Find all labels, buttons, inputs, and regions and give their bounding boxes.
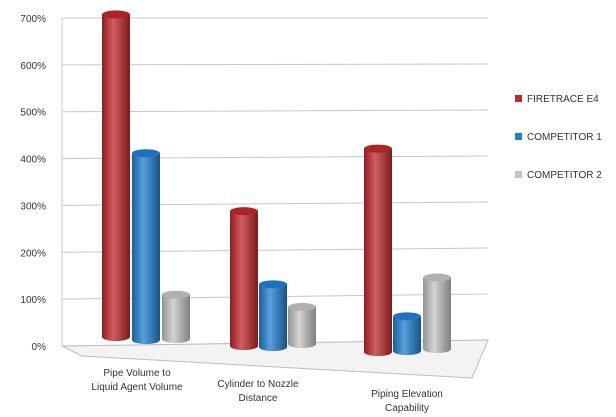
bar [423, 273, 451, 353]
legend-item: COMPETITOR 2 [515, 170, 602, 181]
bar [102, 10, 130, 341]
bar [132, 149, 160, 344]
legend-label: COMPETITOR 2 [527, 170, 602, 181]
bar [162, 290, 190, 343]
legend-swatch [515, 133, 522, 140]
bars [102, 10, 451, 356]
y-tick-label: 200% [20, 248, 46, 259]
y-axis: 0% 100% 200% 300% 400% 500% 600% 700% [20, 14, 46, 353]
y-tick-label: 100% [20, 295, 46, 306]
gridline [61, 109, 489, 113]
x-axis: Pipe Volume to Liquid Agent Volume Cylinde… [91, 368, 442, 414]
axis-depth-line [61, 345, 83, 357]
legend-label: FIRETRACE E4 [527, 94, 599, 105]
y-tick-label: 700% [20, 14, 46, 25]
bar [288, 302, 316, 348]
x-tick-label: Piping Elevation Capability [371, 389, 443, 414]
y-tick-label: 400% [20, 155, 46, 166]
y-tick-label: 0% [32, 342, 47, 353]
legend-label: COMPETITOR 1 [527, 132, 602, 143]
legend-item: COMPETITOR 1 [515, 132, 602, 143]
legend-swatch [515, 95, 522, 102]
y-tick-label: 600% [20, 61, 46, 72]
x-tick-label: Cylinder to Nozzle Distance [217, 379, 299, 404]
gridline [61, 63, 489, 66]
bar [259, 280, 287, 351]
y-tick-label: 300% [20, 201, 46, 212]
legend: FIRETRACE E4 COMPETITOR 1 COMPETITOR 2 [515, 94, 602, 181]
legend-swatch [515, 171, 522, 178]
bar [230, 207, 258, 350]
x-tick-label: Pipe Volume to Liquid Agent Volume [91, 368, 183, 393]
bar [393, 312, 421, 355]
legend-item: FIRETRACE E4 [515, 94, 599, 105]
bar [364, 144, 392, 356]
y-tick-label: 500% [20, 108, 46, 119]
